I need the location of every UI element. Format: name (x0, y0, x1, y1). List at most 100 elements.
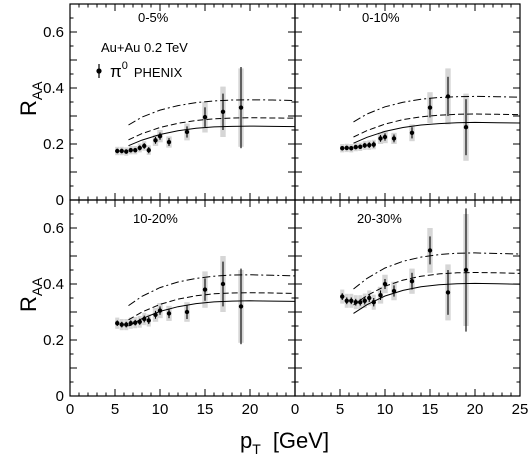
data-point (184, 309, 190, 315)
data-point (382, 281, 388, 287)
data-point (184, 129, 190, 135)
curve-solid (128, 300, 296, 327)
y-tick-label: 0.2 (43, 136, 64, 153)
data-point (349, 146, 354, 151)
data-point (391, 288, 397, 294)
x-axis-title-sub: T (252, 441, 261, 457)
y-tick-label: 0 (56, 388, 64, 405)
data-point (358, 300, 363, 305)
data-point (119, 322, 124, 327)
panel-bottom-left (115, 256, 296, 345)
y-axis-title-bottom-sub: AA (29, 277, 45, 296)
data-point (382, 134, 388, 140)
y-axis-title-bottom-main: R (16, 296, 41, 312)
data-point (115, 148, 120, 154)
y-tick-label: 0.6 (43, 220, 64, 237)
y-tick-label: 0.4 (43, 80, 64, 97)
data-point (391, 136, 397, 141)
panel-top-right (340, 68, 521, 161)
data-point (463, 125, 469, 130)
data-point (340, 146, 345, 151)
panel-bottom-right (340, 208, 521, 332)
data-point (371, 142, 376, 147)
x-tick-label: 0 (66, 401, 74, 418)
legend-series: π0 PHENIX (110, 60, 183, 81)
x-tick-label: 5 (336, 401, 344, 418)
y-axis-title-bottom: RAA (16, 277, 45, 312)
panel-label-top-left: 0-5% (138, 10, 169, 25)
data-point (353, 144, 358, 150)
data-point (344, 298, 349, 303)
data-point (142, 316, 147, 322)
data-point (340, 294, 345, 299)
data-point (353, 300, 358, 305)
data-point (358, 144, 363, 149)
x-tick-label: 10 (152, 401, 169, 418)
data-layer (115, 67, 521, 345)
data-point (153, 138, 158, 143)
data-point (128, 147, 133, 153)
panel-label-bottom-right: 20-30% (357, 211, 402, 226)
x-tick-label: 5 (111, 401, 119, 418)
curve-solid (128, 125, 296, 147)
data-point (146, 318, 151, 323)
data-point (142, 143, 147, 149)
panel-frame-top-left (69, 3, 296, 201)
x-tick-label: 10 (377, 401, 394, 418)
panel-label-top-right: 0-10% (362, 10, 400, 25)
data-point (378, 136, 383, 141)
curve-dashed (353, 113, 521, 138)
curve-solid (353, 121, 521, 144)
y-axis-title-top-sub: AA (29, 81, 45, 100)
y-axis-title-top-main: R (16, 100, 41, 116)
curve-dashdot (353, 95, 521, 123)
data-point (146, 147, 151, 153)
data-point (427, 105, 433, 110)
data-point (371, 300, 376, 305)
data-point (153, 312, 158, 317)
data-point (137, 145, 142, 151)
data-point (220, 109, 226, 115)
data-point (124, 322, 129, 327)
data-point (202, 114, 208, 120)
x-axis-title-unit: [GeV] (273, 428, 329, 453)
curve-dashdot (128, 274, 296, 307)
ticks-layer: 0 0.2 0.4 0.6 0 0.2 0.4 0.6 0 5 10 15 20 0 5 10 15 20 25 (43, 3, 529, 418)
x-axis-title-main: p (240, 428, 252, 453)
data-point (137, 319, 142, 324)
panel-frame-bottom-right (294, 199, 521, 397)
x-tick-label: 25 (512, 401, 529, 418)
panel-top-left (115, 67, 296, 156)
data-point (166, 311, 172, 316)
data-point (119, 148, 124, 154)
data-point (362, 143, 367, 148)
data-point (202, 287, 208, 292)
data-point (367, 295, 372, 301)
data-point (445, 290, 451, 295)
curve-dashdot (128, 99, 296, 126)
curve-solid (353, 282, 521, 314)
x-tick-label: 20 (467, 401, 484, 418)
data-point (344, 145, 349, 151)
y-tick-label: 0.2 (43, 332, 64, 349)
x-axis-title: pT [GeV] (240, 428, 329, 457)
data-point (367, 142, 372, 148)
data-point (409, 130, 415, 135)
legend-series-sup: 0 (122, 60, 128, 72)
legend-series-symbol: π (110, 62, 122, 81)
data-point (133, 320, 138, 325)
x-tick-label: 20 (242, 401, 259, 418)
data-point (463, 267, 469, 273)
data-point (220, 281, 226, 287)
data-point (238, 304, 244, 309)
data-point (166, 139, 172, 145)
x-tick-label: 15 (422, 401, 439, 418)
y-tick-label: 0.4 (43, 276, 64, 293)
data-point (445, 94, 451, 99)
data-point (378, 293, 383, 298)
data-point (124, 149, 129, 154)
x-tick-label: 15 (197, 401, 214, 418)
panel-label-bottom-left: 10-20% (133, 211, 178, 226)
legend-system: Au+Au 0.2 TeV (101, 40, 188, 55)
